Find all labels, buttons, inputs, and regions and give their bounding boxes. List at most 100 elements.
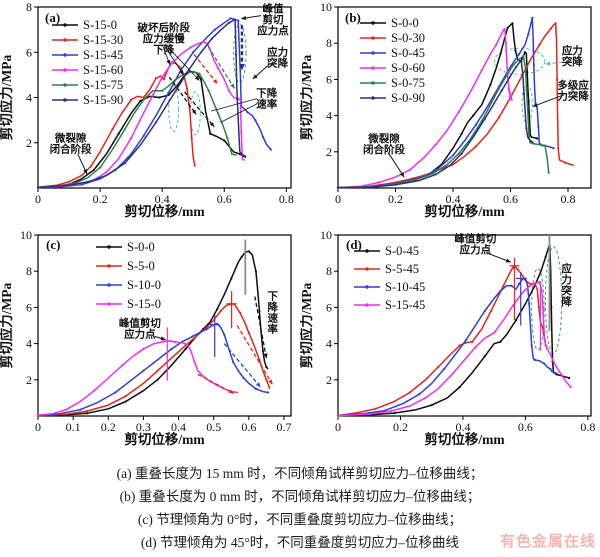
legend-label: S-0-45 xyxy=(385,244,419,258)
legend-marker xyxy=(63,68,67,72)
series-marker xyxy=(504,42,507,45)
legend-label: S-5-45 xyxy=(385,262,419,276)
legend-marker xyxy=(107,283,111,287)
series-marker xyxy=(436,366,440,369)
series-marker xyxy=(240,255,243,258)
y-tick-label: 4 xyxy=(326,109,332,123)
legend-marker xyxy=(371,21,375,25)
subplot-d-canvas: 0 0.2 0.4 0.6 0.8 2 4 6 8 10 剪切位移/mm 剪切应力/MPa (d) 峰值剪… xyxy=(298,228,595,447)
subplot-b: 0 0.2 0.4 0.6 0.8 2 4 6 8 10 剪切位移/mm 剪切应力/MPa (b) 应力突… xyxy=(298,0,600,228)
legend-marker xyxy=(371,66,375,70)
series-marker xyxy=(105,171,108,174)
legend-label: S-15-90 xyxy=(83,93,123,107)
series-S-0-45 xyxy=(337,245,570,417)
series-marker xyxy=(86,412,89,415)
series-marker xyxy=(241,154,244,157)
annotation-arrow xyxy=(168,76,197,115)
series-marker xyxy=(209,132,212,135)
x-axis-label: 剪切位移/mm xyxy=(424,203,505,219)
arrow-head xyxy=(252,74,258,79)
plot-border xyxy=(337,6,592,189)
annotation-arrow xyxy=(223,343,261,388)
annotation-text: 应力点 xyxy=(460,243,492,256)
series-marker xyxy=(65,408,68,411)
series-marker xyxy=(512,63,515,67)
series-S-0-90 xyxy=(337,60,534,189)
series-marker xyxy=(514,318,518,322)
series-marker xyxy=(237,19,240,22)
series-marker xyxy=(114,391,117,394)
series-marker xyxy=(267,391,270,394)
y-tick-label: 10 xyxy=(320,228,332,242)
series-marker xyxy=(142,369,145,372)
y-tick-label: 6 xyxy=(326,300,332,314)
caption-line-b: (b) 重叠长度为 0 mm 时，不同倾角试样剪切应力–位移曲线； xyxy=(119,489,481,504)
series-marker xyxy=(552,147,555,150)
x-tick-label: 0.2 xyxy=(388,192,403,206)
y-tick-label: 2 xyxy=(326,373,332,387)
series-S-15-0 xyxy=(37,340,239,416)
series-marker xyxy=(191,335,194,338)
arrow-head xyxy=(505,258,511,263)
series-marker xyxy=(543,144,547,147)
series-S-5-0 xyxy=(37,303,271,417)
series-marker xyxy=(198,72,201,75)
arrow-head xyxy=(191,109,197,115)
series-marker xyxy=(142,98,145,101)
series-marker xyxy=(537,125,540,128)
series-marker xyxy=(254,270,257,273)
series-marker xyxy=(230,277,233,280)
legend-label: S-15-30 xyxy=(83,33,123,47)
series-marker xyxy=(123,128,127,131)
annotation-text: 剪切 xyxy=(262,13,283,26)
series-marker xyxy=(207,89,210,92)
arrow-head xyxy=(532,103,538,107)
series-marker xyxy=(238,311,242,314)
y-tick-label: 8 xyxy=(326,36,332,50)
series-marker xyxy=(451,154,455,157)
series-marker xyxy=(564,161,567,164)
annotation-text: 峰值 xyxy=(262,2,283,15)
x-tick-label: 0.3 xyxy=(136,420,151,434)
legend-marker xyxy=(63,53,67,57)
series-marker xyxy=(483,309,486,313)
legend-label: S-15-75 xyxy=(83,78,123,92)
series-marker xyxy=(549,27,552,30)
annotation-arrow xyxy=(163,44,184,76)
series-marker xyxy=(254,387,257,390)
series-marker xyxy=(202,375,205,378)
series-S-0-30 xyxy=(337,22,575,189)
annotation-arrow xyxy=(254,296,268,359)
series-marker xyxy=(86,180,89,183)
annotation-arrow xyxy=(532,94,565,108)
series-marker xyxy=(210,37,213,40)
series-marker xyxy=(117,132,120,135)
series-marker xyxy=(515,65,518,68)
y-tick-label: 2 xyxy=(26,373,32,387)
annotation-text: 应力 xyxy=(267,46,288,59)
series-marker xyxy=(458,344,461,347)
annotation-text: 峰值剪切 xyxy=(454,232,496,245)
x-tick-label: 0.4 xyxy=(171,420,186,434)
series-marker xyxy=(526,71,529,74)
y-tick-label: 2 xyxy=(26,136,32,150)
series-marker xyxy=(383,409,386,412)
series-marker xyxy=(98,166,102,169)
series-marker xyxy=(229,17,232,20)
series-marker xyxy=(261,135,265,139)
series-marker xyxy=(474,123,478,126)
annotation-text: 下 xyxy=(267,290,278,302)
series-marker xyxy=(522,92,526,95)
subplot-b-canvas: 0 0.2 0.4 0.6 0.8 2 4 6 8 10 剪切位移/mm 剪切应力/MPa (b) 应力突… xyxy=(298,0,592,219)
series-marker xyxy=(216,112,220,115)
annotation-text: 力突降 xyxy=(557,89,589,102)
annotation-text: 突降 xyxy=(562,55,583,68)
series-marker xyxy=(193,164,196,167)
legend-label: S-0-30 xyxy=(391,31,425,45)
annotation-text: 微裂隙 xyxy=(367,132,400,145)
series-marker xyxy=(265,366,268,369)
series-marker xyxy=(541,306,544,309)
annotation-text: 速 xyxy=(267,311,278,324)
series-marker xyxy=(430,404,433,407)
series-marker xyxy=(506,26,509,29)
